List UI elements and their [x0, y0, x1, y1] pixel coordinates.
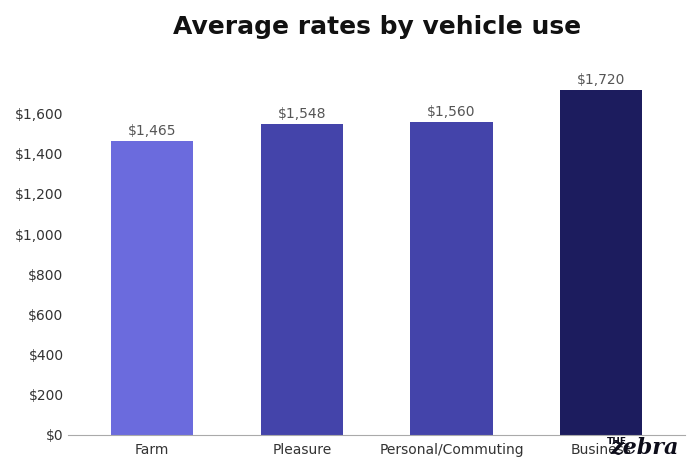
Text: $1,560: $1,560 — [427, 105, 476, 118]
Bar — [111, 141, 193, 435]
Bar — [560, 90, 643, 435]
Bar — [260, 124, 343, 435]
Text: $1,720: $1,720 — [577, 73, 626, 86]
Text: THE: THE — [606, 437, 627, 446]
Bar — [410, 122, 493, 435]
Title: Average rates by vehicle use: Average rates by vehicle use — [173, 15, 581, 39]
Text: $1,465: $1,465 — [128, 124, 176, 138]
Text: zebra: zebra — [610, 436, 679, 458]
Text: $1,548: $1,548 — [278, 107, 326, 121]
